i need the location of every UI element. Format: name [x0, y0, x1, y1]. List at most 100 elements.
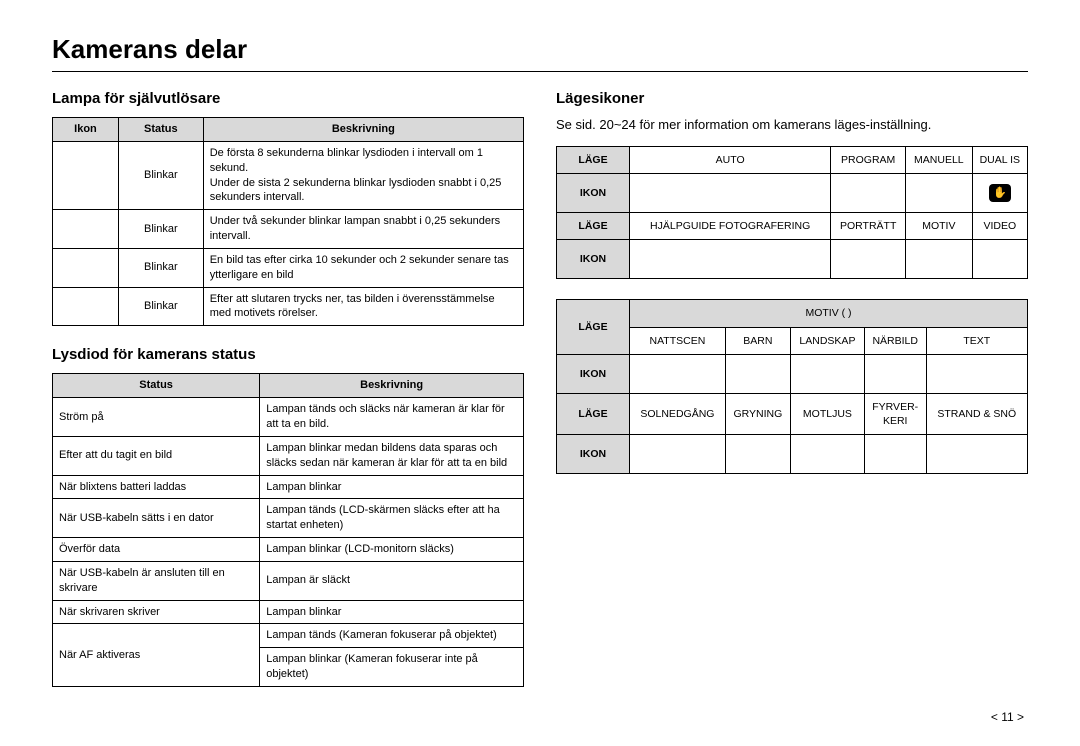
table-row: Blinkar En bild tas efter cirka 10 sekun… [53, 248, 524, 287]
cell-desc: Under två sekunder blinkar lampan snabbt… [203, 210, 523, 249]
cell-desc: En bild tas efter cirka 10 sekunder och … [203, 248, 523, 287]
mode-cell: HJÄLPGUIDE FOTOGRAFERING [630, 213, 831, 240]
page-number: < 11 > [991, 710, 1024, 724]
mode-cell: MOTIV [906, 213, 973, 240]
table-header-row: Status Beskrivning [53, 374, 524, 398]
section-mode-icons-title: Lägesikoner [556, 90, 1028, 107]
table-row: LÄGE MOTIV ( ) [557, 300, 1028, 327]
mode-cell: TEXT [926, 327, 1027, 354]
cell-status: Blinkar [118, 210, 203, 249]
cell-icon [53, 248, 119, 287]
icon-cell [926, 354, 1027, 393]
icon-cell [906, 240, 973, 279]
icon-cell [630, 435, 726, 474]
cell-status: Efter att du tagit en bild [53, 436, 260, 475]
mode-cell: FYRVER-KERI [864, 393, 926, 434]
cell-status: När USB-kabeln sätts i en dator [53, 499, 260, 538]
title-divider [52, 71, 1028, 72]
table-row: Blinkar Under två sekunder blinkar lampa… [53, 210, 524, 249]
table-row: IKON [557, 354, 1028, 393]
section-self-timer-title: Lampa för självutlösare [52, 90, 524, 107]
cell-status: Blinkar [118, 141, 203, 209]
cell-desc: Efter att slutaren trycks ner, tas bilde… [203, 287, 523, 326]
mode-icons-intro: Se sid. 20~24 för mer information om kam… [556, 117, 1028, 132]
icon-cell [790, 354, 864, 393]
cell-icon [53, 287, 119, 326]
cell-icon [53, 210, 119, 249]
led-status-table: Status Beskrivning Ström påLampan tänds … [52, 373, 524, 687]
table-row: När USB-kabeln är ansluten till en skriv… [53, 561, 524, 600]
icon-cell [630, 174, 831, 213]
icon-cell [831, 174, 906, 213]
table-row: När skrivaren skriverLampan blinkar [53, 600, 524, 624]
cell-desc: De första 8 sekunderna blinkar lysdioden… [203, 141, 523, 209]
icon-cell [630, 240, 831, 279]
table-row: Ström påLampan tänds och släcks när kame… [53, 398, 524, 437]
cell-status: När skrivaren skriver [53, 600, 260, 624]
mode-cell: BARN [725, 327, 790, 354]
icon-cell [864, 435, 926, 474]
icon-cell [790, 435, 864, 474]
cell-status: När AF aktiveras [53, 624, 260, 687]
cell-status: Blinkar [118, 248, 203, 287]
icon-cell [864, 354, 926, 393]
motiv-header: MOTIV ( ) [630, 300, 1028, 327]
cell-desc: Lampan blinkar [260, 600, 524, 624]
th-status: Status [118, 118, 203, 142]
table-row: Efter att du tagit en bildLampan blinkar… [53, 436, 524, 475]
icon-cell: ✋ [972, 174, 1027, 213]
cell-desc: Lampan blinkar [260, 475, 524, 499]
table-row: När blixtens batteri laddasLampan blinka… [53, 475, 524, 499]
table-row: LÄGE AUTO PROGRAM MANUELL DUAL IS [557, 147, 1028, 174]
row-label-icon: IKON [557, 354, 630, 393]
icon-cell [725, 354, 790, 393]
cell-status: När USB-kabeln är ansluten till en skriv… [53, 561, 260, 600]
left-column: Lampa för självutlösare Ikon Status Besk… [52, 90, 524, 687]
mode-cell: STRAND & SNÖ [926, 393, 1027, 434]
page-title: Kamerans delar [52, 34, 1028, 65]
mode-cell: NÄRBILD [864, 327, 926, 354]
table-row: LÄGE SOLNEDGÅNG GRYNING MOTLJUS FYRVER-K… [557, 393, 1028, 434]
table-row: LÄGE HJÄLPGUIDE FOTOGRAFERING PORTRÄTT M… [557, 213, 1028, 240]
icon-cell [926, 435, 1027, 474]
cell-status: När blixtens batteri laddas [53, 475, 260, 499]
mode-cell: AUTO [630, 147, 831, 174]
mode-cell: LANDSKAP [790, 327, 864, 354]
cell-desc: Lampan blinkar medan bildens data sparas… [260, 436, 524, 475]
section-led-status-title: Lysdiod för kamerans status [52, 346, 524, 363]
icon-cell [972, 240, 1027, 279]
icon-cell [630, 354, 726, 393]
mode-cell: GRYNING [725, 393, 790, 434]
cell-desc: Lampan tänds och släcks när kameran är k… [260, 398, 524, 437]
mode-icons-table-2: LÄGE MOTIV ( ) NATTSCEN BARN LANDSKAP NÄ… [556, 299, 1028, 474]
row-label-mode: LÄGE [557, 393, 630, 434]
cell-desc: Lampan är släckt [260, 561, 524, 600]
table-row: När USB-kabeln sätts i en datorLampan tä… [53, 499, 524, 538]
cell-icon [53, 141, 119, 209]
icon-cell [725, 435, 790, 474]
cell-status: Överför data [53, 538, 260, 562]
row-label-mode: LÄGE [557, 300, 630, 354]
cell-status: Ström på [53, 398, 260, 437]
self-timer-table: Ikon Status Beskrivning Blinkar De först… [52, 117, 524, 326]
mode-cell: SOLNEDGÅNG [630, 393, 726, 434]
row-label-icon: IKON [557, 240, 630, 279]
th-status: Status [53, 374, 260, 398]
cell-desc: Lampan tänds (LCD-skärmen släcks efter a… [260, 499, 524, 538]
row-label-mode: LÄGE [557, 213, 630, 240]
mode-cell: VIDEO [972, 213, 1027, 240]
mode-cell: DUAL IS [972, 147, 1027, 174]
table-row: IKON [557, 435, 1028, 474]
cell-status: Blinkar [118, 287, 203, 326]
th-desc: Beskrivning [260, 374, 524, 398]
table-row: Blinkar Efter att slutaren trycks ner, t… [53, 287, 524, 326]
mode-cell: PORTRÄTT [831, 213, 906, 240]
cell-desc: Lampan blinkar (LCD-monitorn släcks) [260, 538, 524, 562]
cell-desc: Lampan blinkar (Kameran fokuserar inte p… [260, 648, 524, 687]
th-icon: Ikon [53, 118, 119, 142]
right-column: Lägesikoner Se sid. 20~24 för mer inform… [556, 90, 1028, 687]
table-header-row: Ikon Status Beskrivning [53, 118, 524, 142]
row-label-icon: IKON [557, 435, 630, 474]
mode-cell: NATTSCEN [630, 327, 726, 354]
mode-cell: MOTLJUS [790, 393, 864, 434]
